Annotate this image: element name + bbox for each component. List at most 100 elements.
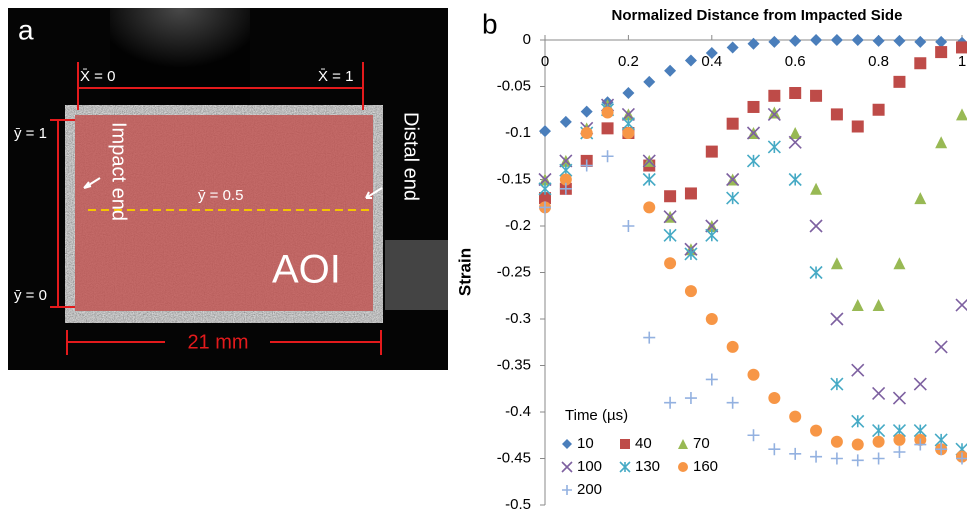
marker [664,396,677,409]
marker [559,115,572,128]
marker [872,424,886,438]
x-tick-label: 0.4 [701,53,722,70]
y-axis-title: Strain [455,248,474,296]
marker [872,435,885,448]
panel-label: a [18,14,34,45]
x-tick-label: 0 [541,53,549,70]
marker [935,35,948,48]
marker [538,182,552,196]
panel-a: a X̄ = 0 X̄ = 1 ȳ = 1 ȳ = 0.5 ȳ = 0 Impa… [8,8,448,370]
marker [935,443,948,456]
marker [788,135,802,149]
panel-label: b [482,8,498,39]
legend-marker [620,439,630,449]
marker [830,34,843,46]
legend-marker [619,461,631,473]
marker [663,228,677,242]
marker [872,452,885,465]
marker [810,182,823,195]
marker [664,64,677,77]
marker [643,201,656,214]
marker [789,34,802,47]
annotation: ȳ = 1 [14,125,47,142]
marker [705,47,718,60]
legend-title: Time (µs) [565,407,628,424]
marker [705,373,718,386]
marker [830,257,843,270]
marker [643,75,656,88]
marker [913,377,927,391]
marker [747,429,760,442]
marker [580,127,593,139]
marker [789,127,802,139]
marker [746,154,761,168]
marker [768,35,781,48]
annotation: Distal end [400,112,422,201]
marker [601,106,614,119]
annotation: ȳ = 0 [14,287,47,304]
marker [664,190,677,203]
x-tick-label: 1 [958,53,966,70]
marker [746,126,761,140]
y-tick-label: -0.5 [505,496,531,513]
marker [914,192,927,205]
marker [684,54,697,67]
y-tick-label: -0.15 [497,170,531,187]
marker [664,257,677,270]
marker [956,108,967,121]
marker [810,450,823,463]
marker [726,191,740,205]
marker [747,37,760,50]
marker [914,35,927,48]
glow [110,8,250,108]
marker [601,150,614,163]
x-tick-label: 0.2 [618,53,639,70]
marker [830,435,843,448]
legend-label: 200 [577,481,602,498]
marker [768,443,781,456]
marker [768,89,781,102]
legend-marker [678,439,688,449]
marker [914,57,927,70]
arrow [365,187,383,199]
marker [935,46,948,59]
marker [726,172,740,187]
marker [809,219,823,233]
annotation: X̄ = 0 [80,68,115,85]
marker [914,438,927,451]
marker [893,445,906,458]
aoi-region [75,115,373,311]
marker [830,452,843,465]
marker [601,122,614,135]
legend-marker [561,461,573,473]
marker [622,127,635,139]
fixture [385,240,448,310]
marker [622,220,635,232]
annotation: Impact end [108,122,130,221]
marker [538,172,552,187]
annotation: ȳ = 0.5 [198,187,243,204]
marker [935,136,948,149]
marker [955,298,967,312]
legend-label: 10 [577,435,594,452]
marker [893,257,906,270]
marker [789,87,802,100]
marker [872,386,886,400]
marker [642,172,656,187]
marker [956,452,967,465]
marker [851,363,865,377]
marker [726,117,739,130]
legend-marker [678,462,688,472]
marker [810,89,823,102]
marker [684,187,697,200]
marker [705,219,719,233]
marker [809,265,823,280]
marker [893,75,906,88]
marker [580,105,593,118]
marker [893,433,906,446]
marker [851,414,865,428]
marker [830,312,844,326]
marker [788,172,802,187]
marker [663,210,677,224]
